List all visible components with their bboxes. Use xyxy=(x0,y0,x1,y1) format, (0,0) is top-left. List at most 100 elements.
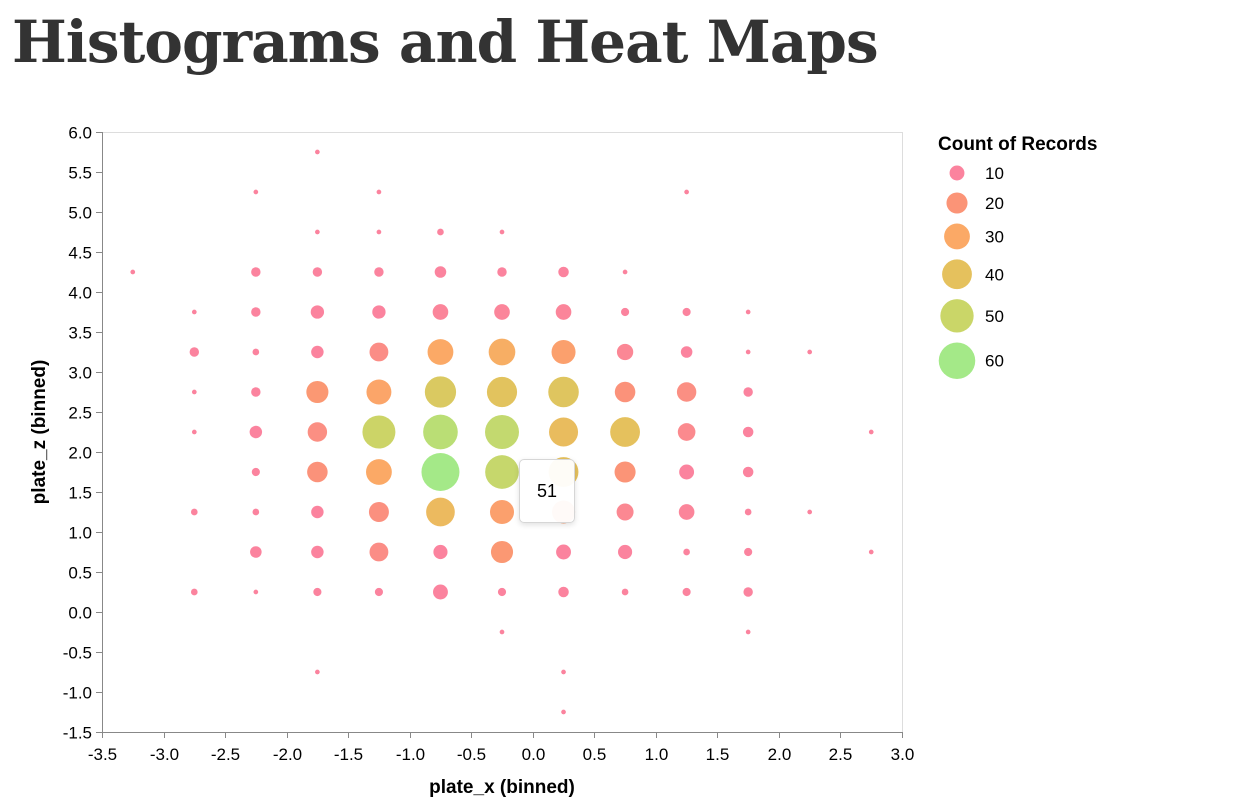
data-point[interactable] xyxy=(551,339,576,365)
data-point[interactable] xyxy=(362,415,396,449)
data-point[interactable] xyxy=(312,267,323,277)
data-point[interactable] xyxy=(437,228,444,236)
data-point[interactable] xyxy=(622,269,628,275)
data-point[interactable] xyxy=(191,389,197,395)
data-point[interactable] xyxy=(497,267,507,277)
data-point[interactable] xyxy=(191,429,197,435)
data-point[interactable] xyxy=(366,459,392,485)
data-point[interactable] xyxy=(497,587,507,597)
data-point[interactable] xyxy=(677,423,696,441)
data-point[interactable] xyxy=(868,429,874,435)
data-point[interactable] xyxy=(315,669,320,675)
data-point[interactable] xyxy=(679,464,695,480)
data-point[interactable] xyxy=(251,467,260,477)
data-point[interactable] xyxy=(423,414,458,450)
data-point[interactable] xyxy=(433,544,448,560)
data-point[interactable] xyxy=(251,387,261,397)
data-point[interactable] xyxy=(376,229,382,235)
data-point[interactable] xyxy=(130,269,136,275)
data-point[interactable] xyxy=(251,307,261,317)
data-point[interactable] xyxy=(742,426,754,438)
data-point[interactable] xyxy=(561,669,566,675)
data-point[interactable] xyxy=(499,629,505,635)
data-point[interactable] xyxy=(249,425,263,439)
data-point[interactable] xyxy=(315,149,320,155)
data-point[interactable] xyxy=(556,544,571,560)
data-point[interactable] xyxy=(549,417,579,447)
data-point[interactable] xyxy=(253,189,259,195)
data-point[interactable] xyxy=(372,305,386,319)
data-point[interactable] xyxy=(488,338,516,366)
data-point[interactable] xyxy=(489,499,515,525)
data-point[interactable] xyxy=(610,417,640,447)
data-point[interactable] xyxy=(486,376,518,408)
data-point[interactable] xyxy=(868,549,874,555)
data-point[interactable] xyxy=(426,497,455,527)
data-point[interactable] xyxy=(424,376,457,408)
data-point[interactable] xyxy=(807,349,813,355)
data-point[interactable] xyxy=(250,546,262,558)
data-point[interactable] xyxy=(485,415,519,449)
data-point[interactable] xyxy=(561,709,566,715)
data-point[interactable] xyxy=(251,267,261,277)
data-point[interactable] xyxy=(744,547,753,557)
data-point[interactable] xyxy=(682,587,691,597)
data-point[interactable] xyxy=(368,502,389,522)
data-point[interactable] xyxy=(253,589,259,595)
data-point[interactable] xyxy=(682,307,691,317)
data-point[interactable] xyxy=(307,422,328,442)
data-point[interactable] xyxy=(494,304,510,320)
data-point[interactable] xyxy=(366,379,392,405)
data-point[interactable] xyxy=(427,339,454,365)
data-point[interactable] xyxy=(432,304,449,320)
data-point[interactable] xyxy=(745,309,751,315)
data-point[interactable] xyxy=(683,548,690,556)
data-point[interactable] xyxy=(490,540,514,564)
data-point[interactable] xyxy=(369,542,389,562)
data-point[interactable] xyxy=(315,229,320,235)
data-point[interactable] xyxy=(742,466,754,478)
data-point[interactable] xyxy=(744,508,752,516)
data-point[interactable] xyxy=(618,544,633,560)
data-point[interactable] xyxy=(807,509,813,515)
data-point[interactable] xyxy=(310,305,325,319)
data-point[interactable] xyxy=(252,348,260,356)
data-point[interactable] xyxy=(614,381,636,403)
data-point[interactable] xyxy=(614,461,636,483)
data-point[interactable] xyxy=(374,587,384,597)
data-point[interactable] xyxy=(555,304,572,320)
data-point[interactable] xyxy=(252,508,260,516)
data-point[interactable] xyxy=(485,455,519,489)
data-point[interactable] xyxy=(616,503,634,521)
data-point[interactable] xyxy=(620,307,630,317)
data-point[interactable] xyxy=(743,587,753,597)
data-point[interactable] xyxy=(676,382,697,402)
data-point[interactable] xyxy=(558,586,569,598)
data-point[interactable] xyxy=(616,343,634,361)
data-point[interactable] xyxy=(680,346,693,358)
data-point[interactable] xyxy=(190,588,198,596)
data-point[interactable] xyxy=(191,309,197,315)
data-point[interactable] xyxy=(421,453,460,491)
data-point[interactable] xyxy=(434,266,447,278)
data-point[interactable] xyxy=(621,588,629,596)
data-point[interactable] xyxy=(374,267,384,277)
data-point[interactable] xyxy=(376,189,382,195)
data-point[interactable] xyxy=(306,380,329,404)
data-point[interactable] xyxy=(311,505,324,519)
data-point[interactable] xyxy=(499,229,505,235)
data-point[interactable] xyxy=(678,504,695,520)
data-point[interactable] xyxy=(684,189,689,195)
data-point[interactable] xyxy=(311,345,324,359)
data-point[interactable] xyxy=(743,387,753,397)
data-point[interactable] xyxy=(745,349,751,355)
data-point[interactable] xyxy=(307,461,328,483)
data-point[interactable] xyxy=(433,584,448,600)
data-point[interactable] xyxy=(548,376,579,408)
data-point[interactable] xyxy=(190,508,198,516)
data-point[interactable] xyxy=(189,347,200,357)
data-point[interactable] xyxy=(745,629,751,635)
data-point[interactable] xyxy=(311,545,324,559)
data-point[interactable] xyxy=(369,342,389,362)
data-point[interactable] xyxy=(558,266,569,278)
